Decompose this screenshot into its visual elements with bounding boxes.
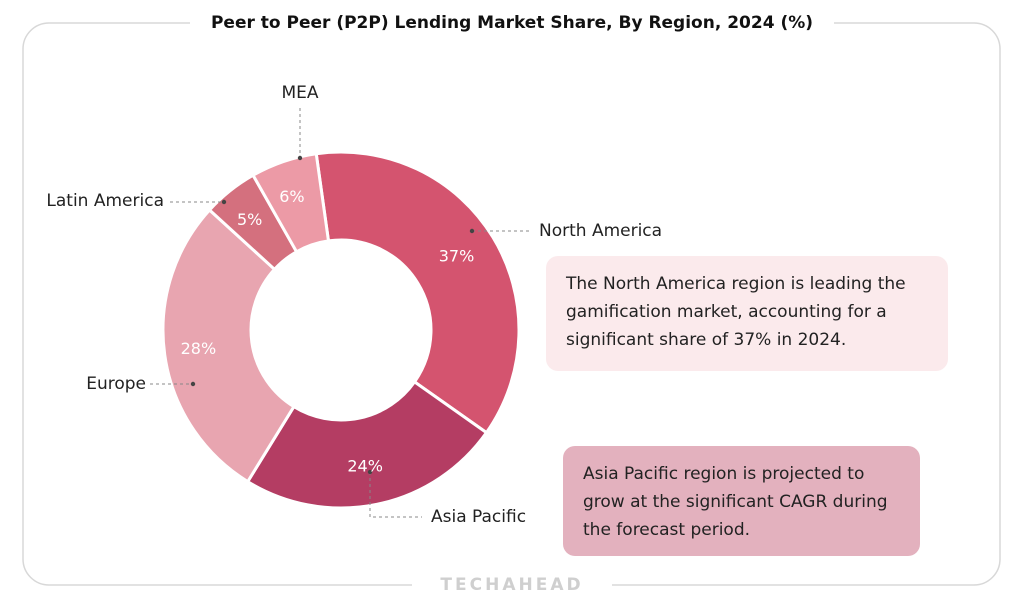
leader-dot (297, 155, 303, 161)
leader-dot (221, 199, 227, 205)
category-label: Asia Pacific (431, 507, 526, 527)
value-label: 6% (279, 187, 304, 206)
annotation: Asia Pacific region is projected to grow… (563, 446, 920, 556)
leader-dot (367, 469, 373, 475)
value-label: 28% (181, 339, 217, 358)
category-label: North America (539, 221, 662, 241)
annotation: The North America region is leading the … (546, 256, 948, 371)
value-label: 37% (439, 247, 475, 266)
brand-bg (412, 574, 612, 596)
title-bg (190, 8, 834, 38)
brand: TECHAHEAD (440, 575, 583, 595)
donut-slice (314, 150, 521, 435)
leader-line (369, 472, 422, 518)
value-label: 24% (347, 457, 383, 476)
chart-title: Peer to Peer (P2P) Lending Market Share,… (211, 13, 813, 33)
donut-slice (161, 207, 296, 484)
leader-dot (190, 381, 196, 387)
value-label: 5% (237, 210, 262, 229)
category-label: Latin America (46, 191, 164, 211)
category-label: Europe (86, 374, 146, 394)
category-label: MEA (281, 83, 318, 103)
donut-slice (245, 379, 489, 510)
leader-dot (469, 228, 475, 234)
donut-slice (251, 152, 331, 254)
